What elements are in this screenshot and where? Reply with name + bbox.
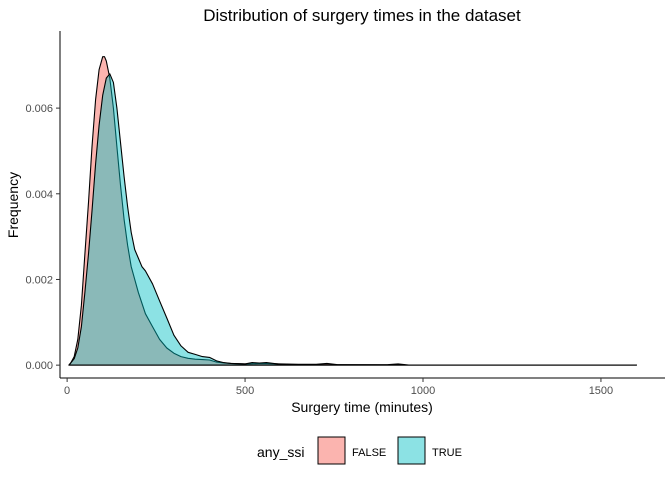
x-tick-label: 1500 xyxy=(589,385,613,397)
y-tick-label: 0.004 xyxy=(25,189,53,201)
x-axis-ticks: 0 500 1000 1500 xyxy=(64,378,613,397)
x-tick-label: 0 xyxy=(64,385,70,397)
legend-swatch-true xyxy=(397,436,426,465)
y-axis-title: Frequency xyxy=(5,172,21,238)
plot-area xyxy=(68,56,638,366)
density-area-true xyxy=(68,73,638,366)
legend-label-false: FALSE xyxy=(352,447,386,459)
legend-swatch-false xyxy=(317,436,346,465)
x-tick-label: 1000 xyxy=(411,385,435,397)
y-tick-label: 0.000 xyxy=(25,360,53,372)
y-tick-label: 0.002 xyxy=(25,274,53,286)
x-tick-label: 500 xyxy=(236,385,254,397)
x-axis-title: Surgery time (minutes) xyxy=(291,399,433,415)
legend-title: any_ssi xyxy=(257,444,304,460)
y-axis-ticks: 0.000 0.002 0.004 0.006 xyxy=(25,103,60,372)
legend-label-true: TRUE xyxy=(432,447,462,459)
chart-title: Distribution of surgery times in the dat… xyxy=(203,6,521,25)
y-tick-label: 0.006 xyxy=(25,103,53,115)
legend: any_ssi FALSE TRUE xyxy=(257,436,462,465)
